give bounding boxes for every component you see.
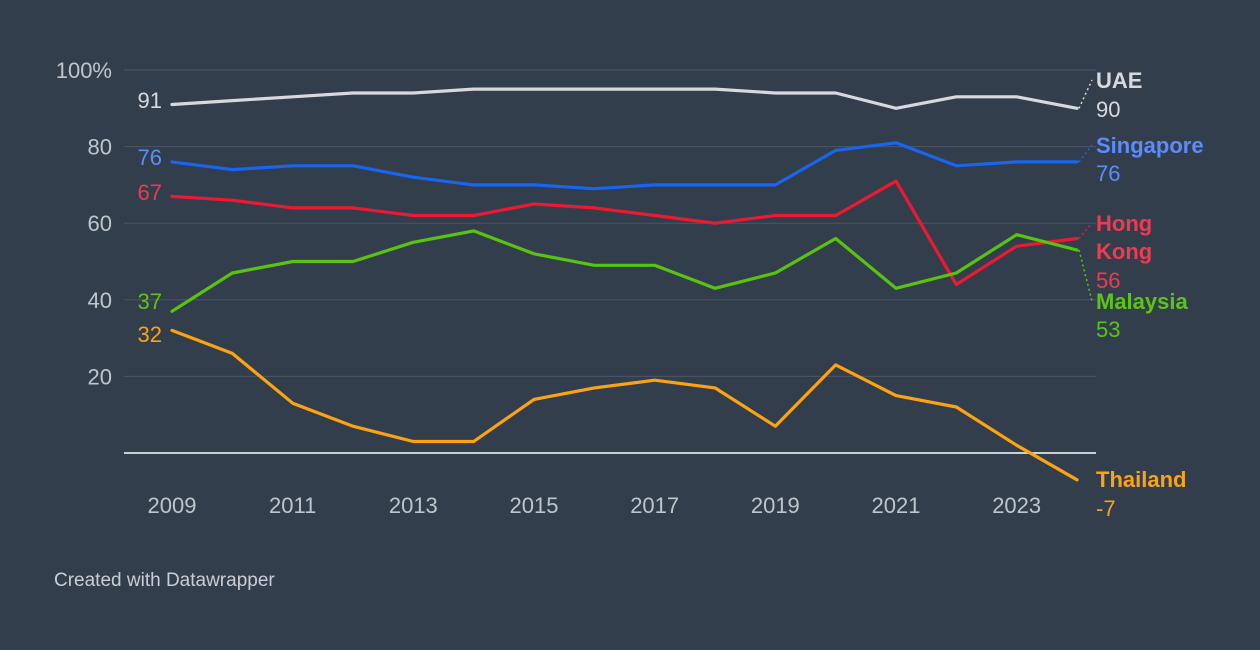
y-tick-label: 60 <box>88 211 112 236</box>
series-line-thailand <box>170 328 1079 482</box>
series-name-label-uae: UAE <box>1096 68 1142 93</box>
end-value-label-thailand: -7 <box>1096 496 1116 521</box>
series-line-hong-kong <box>170 179 1079 287</box>
x-axis-ticks: 2009 2011 2013 2015 2017 2019 2021 2023 <box>148 493 1042 518</box>
footer-credit: Created with Datawrapper <box>54 570 275 591</box>
x-tick-label: 2019 <box>751 493 800 518</box>
end-value-label-hong-kong: 56 <box>1096 268 1120 293</box>
label-connector-malaysia <box>1078 249 1093 302</box>
y-tick-label: 40 <box>88 288 112 313</box>
start-value-label-uae: 91 <box>138 88 162 113</box>
series-name-label-hong-kong: Hong Kong <box>1096 211 1152 264</box>
y-tick-label: 20 <box>88 364 112 389</box>
series-name-label-malaysia: Malaysia <box>1096 289 1188 314</box>
label-connector-hong-kong <box>1078 222 1093 240</box>
series-labels: 91 UAE 90 76 Singapore 76 67 Hong Kong 56 37 Malays… <box>138 68 1204 521</box>
series-lines <box>170 87 1079 482</box>
start-value-label-thailand: 32 <box>138 322 162 347</box>
series-name-label-singapore: Singapore <box>1096 133 1204 158</box>
start-value-label-singapore: 76 <box>138 145 162 170</box>
series-name-label-thailand: Thailand <box>1096 467 1186 492</box>
start-value-label-hong-kong: 67 <box>138 180 162 205</box>
x-tick-label: 2017 <box>630 493 679 518</box>
x-tick-label: 2015 <box>510 493 559 518</box>
label-connector-uae <box>1078 79 1093 109</box>
x-tick-label: 2021 <box>872 493 921 518</box>
x-tick-label: 2009 <box>148 493 197 518</box>
end-value-label-singapore: 76 <box>1096 161 1120 186</box>
x-tick-label: 2023 <box>992 493 1041 518</box>
start-value-label-malaysia: 37 <box>138 289 162 314</box>
label-connector-singapore <box>1078 144 1093 163</box>
end-value-label-malaysia: 53 <box>1096 317 1120 342</box>
y-axis-ticks: 20 40 60 80 100% <box>56 58 112 389</box>
series-line-uae <box>170 87 1079 110</box>
series-line-malaysia <box>170 229 1079 313</box>
y-tick-label: 100% <box>56 58 112 83</box>
y-tick-label: 80 <box>88 135 112 160</box>
series-line-singapore <box>170 141 1079 191</box>
gridlines <box>124 69 1096 454</box>
x-tick-label: 2013 <box>389 493 438 518</box>
x-tick-label: 2011 <box>269 493 316 518</box>
end-value-label-uae: 90 <box>1096 97 1120 122</box>
